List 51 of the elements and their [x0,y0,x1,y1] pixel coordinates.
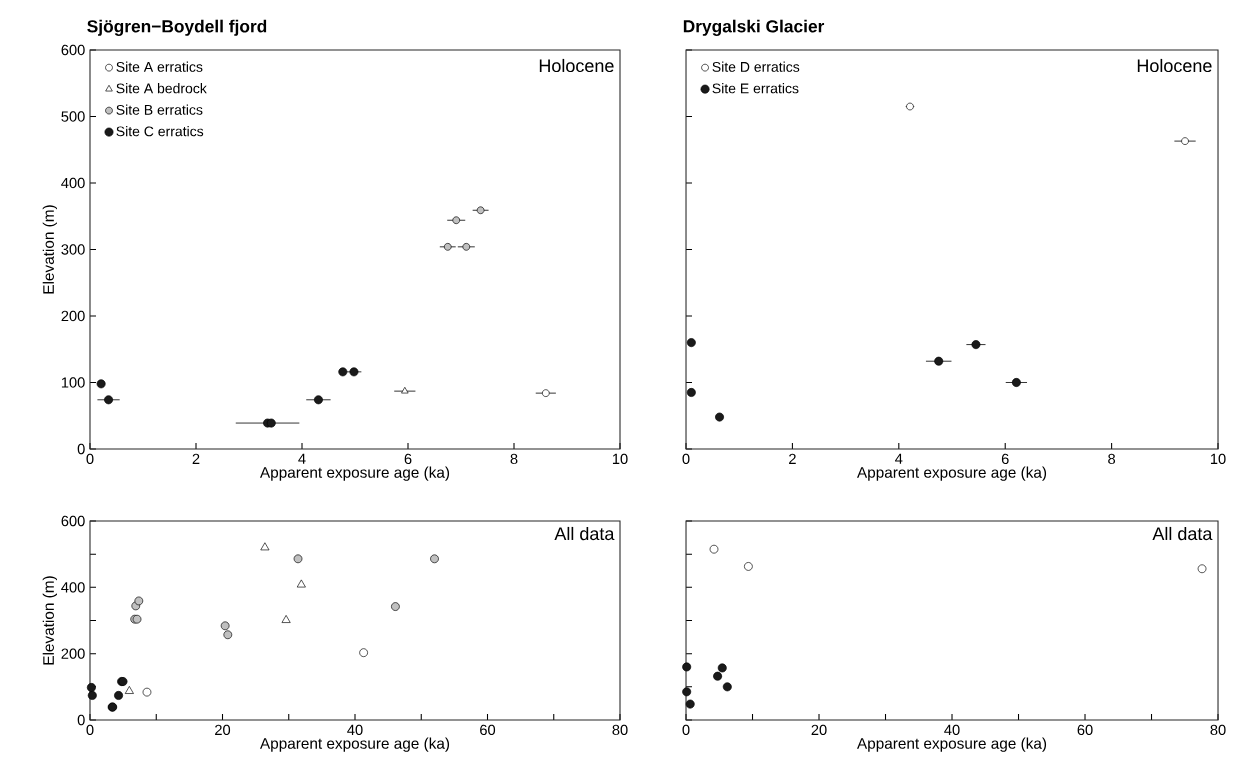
y-tick-label: 200 [61,310,85,322]
y-tick-label: 100 [61,377,85,388]
x-tick-label: 80 [612,724,628,736]
y-tick-label: 600 [61,515,85,527]
y-tick-label: 400 [61,582,85,593]
x-axis-title: Apparent exposure age (ka) [856,466,1047,481]
x-tick-label: 0 [682,724,690,736]
chart-title: Sjögren−Boydell fjord [87,19,267,36]
y-axis-title: Elevation (m) [42,205,57,294]
x-axis-title: Apparent exposure age (ka) [259,737,450,752]
x-axis-title: Apparent exposure age (ka) [856,737,1047,752]
x-axis-title: Apparent exposure age (ka) [259,466,450,481]
x-tick-label: 0 [86,453,94,465]
x-tick-label: 20 [215,724,231,736]
x-tick-label: 60 [1077,724,1093,736]
x-tick-label: 60 [480,724,496,736]
x-tick-label: 80 [1210,724,1226,736]
y-tick-label: 600 [61,44,85,56]
y-tick-label: 0 [77,443,85,455]
x-tick-label: 6 [404,453,412,465]
x-tick-label: 20 [811,724,827,736]
legend-label: Site A bedrock [116,83,207,94]
x-tick-label: 40 [944,724,960,736]
annotation: All data [554,526,615,541]
legend-label: Site B erratics [116,104,203,115]
x-tick-label: 2 [192,453,200,464]
x-tick-label: 0 [86,724,94,736]
legend-label: Site A erratics [116,61,203,72]
annotation: Holocene [539,58,614,73]
x-tick-label: 8 [1108,453,1116,465]
legend-label: Site D erratics [712,61,800,72]
legend-label: Site E erratics [712,83,799,94]
y-tick-label: 400 [61,177,85,189]
x-tick-label: 10 [612,453,628,465]
y-axis-title: Elevation (m) [42,576,57,665]
y-tick-label: 500 [61,111,85,122]
x-tick-label: 4 [298,453,306,464]
x-tick-label: 6 [1001,453,1009,465]
x-tick-label: 0 [682,453,690,465]
y-tick-label: 300 [61,244,85,255]
annotation: Holocene [1137,58,1212,73]
x-tick-label: 10 [1210,453,1226,465]
x-tick-label: 4 [895,453,903,464]
y-tick-label: 200 [61,648,85,659]
x-tick-label: 2 [789,453,796,464]
annotation: All data [1152,526,1213,541]
legend-label: Site C erratics [116,126,204,137]
x-tick-label: 8 [510,453,518,465]
y-tick-label: 0 [77,714,85,726]
chart-title: Drygalski Glacier [683,19,825,36]
x-tick-label: 40 [347,724,363,736]
